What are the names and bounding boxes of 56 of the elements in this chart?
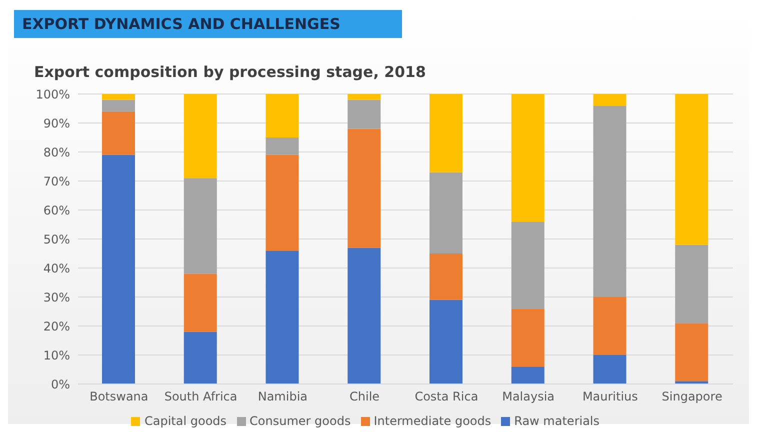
bar — [266, 154, 299, 251]
chart-title: EXPORT DYNAMICS AND CHALLENGES — [22, 15, 340, 33]
bar — [348, 128, 381, 248]
bar — [184, 178, 217, 274]
x-tick-label: Botswana — [90, 390, 148, 404]
bar — [593, 106, 626, 297]
x-tick-label: Mauritius — [582, 390, 638, 404]
bar — [266, 94, 299, 138]
y-tick-label: 60% — [43, 203, 70, 218]
legend-label: Raw materials — [514, 414, 600, 428]
bar — [102, 100, 135, 112]
bar — [675, 323, 708, 382]
bar — [102, 94, 135, 100]
y-tick-label: 50% — [43, 232, 70, 246]
y-tick-label: 30% — [43, 290, 70, 304]
bar — [593, 94, 626, 106]
y-tick-label: 70% — [43, 174, 70, 188]
bar — [430, 94, 462, 172]
bar — [266, 250, 299, 384]
bar — [348, 100, 381, 129]
bar — [430, 300, 462, 384]
chart-subtitle: Export composition by processing stage, 2018 — [34, 63, 426, 81]
x-tick-label: South Africa — [164, 390, 238, 404]
bar — [675, 244, 708, 324]
bar — [511, 366, 544, 384]
legend-label: Capital goods — [144, 414, 227, 428]
y-tick-label: 10% — [43, 348, 70, 362]
bar — [348, 248, 381, 384]
y-tick-label: 40% — [43, 261, 70, 276]
y-tick-label: 80% — [43, 145, 70, 160]
bar — [184, 94, 217, 178]
bar — [266, 138, 299, 155]
bar — [184, 332, 217, 384]
bar — [430, 172, 462, 254]
legend-label: Consumer goods — [250, 414, 351, 428]
x-tick-label: Malaysia — [502, 390, 555, 404]
bar — [348, 94, 381, 100]
y-tick-label: 20% — [43, 319, 70, 334]
x-tick-label: Chile — [350, 390, 380, 404]
x-tick-label: Singapore — [662, 390, 722, 404]
bar — [511, 222, 544, 309]
bar — [511, 94, 544, 222]
bar — [511, 308, 544, 367]
x-tick-label: Costa Rica — [414, 390, 478, 404]
bar — [102, 154, 135, 384]
x-tick-label: Namibia — [258, 390, 308, 404]
legend-label: Intermediate goods — [374, 414, 492, 428]
bar — [593, 355, 626, 384]
bar — [593, 297, 626, 355]
bar — [430, 254, 462, 300]
y-tick-label: 100% — [36, 87, 70, 102]
bar — [675, 94, 708, 245]
bar — [102, 111, 135, 155]
bar — [184, 274, 217, 332]
y-tick-label: 0% — [50, 377, 70, 392]
y-tick-label: 90% — [43, 116, 70, 130]
